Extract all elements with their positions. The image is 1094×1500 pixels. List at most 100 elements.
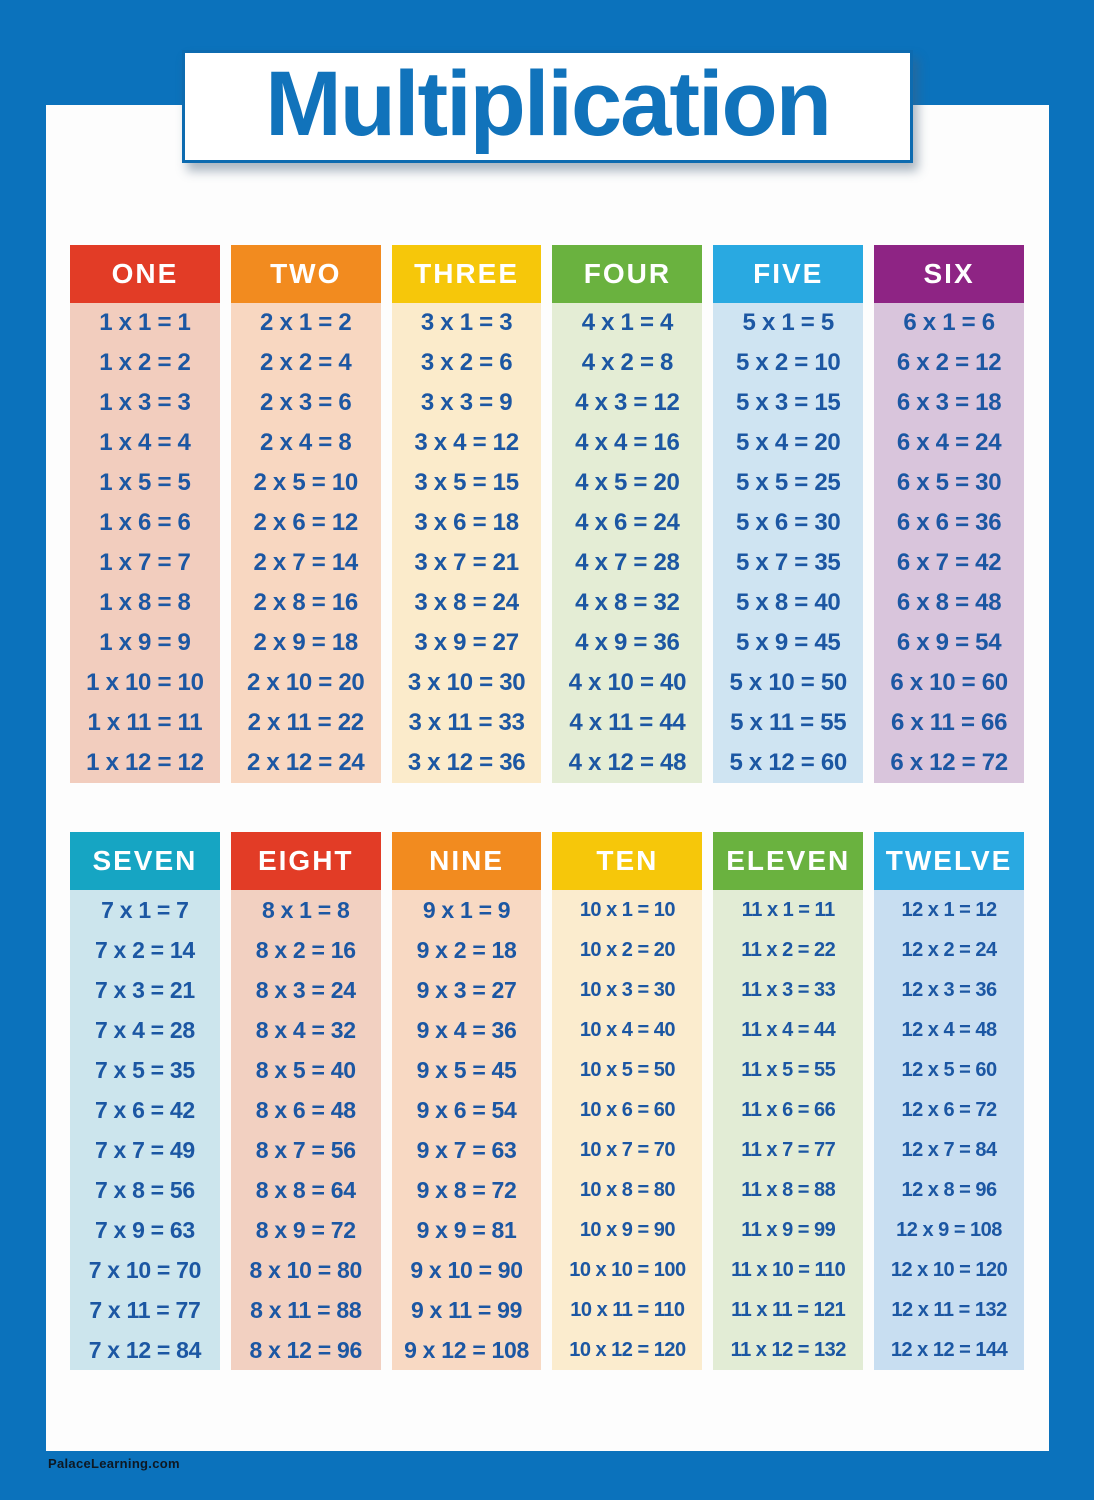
fact-line: 11 x 6 = 66 [741,1099,836,1121]
fact-line: 11 x 1 = 11 [741,899,835,921]
table-header-twelve: TWELVE [874,832,1024,890]
table-ten: TEN 10 x 1 = 10 10 x 2 = 20 10 x 3 = 30 10 x… [552,832,703,1370]
fact-line: 4 x 4 = 16 [575,429,680,456]
fact-line: 9 x 5 = 45 [416,1057,517,1083]
fact-line: 11 x 5 = 55 [741,1059,836,1081]
fact-line: 8 x 10 = 80 [249,1257,363,1283]
fact-line: 4 x 9 = 36 [575,629,680,656]
fact-line: 2 x 2 = 4 [260,349,352,376]
fact-line: 2 x 1 = 2 [260,309,352,336]
fact-line: 7 x 11 = 77 [89,1297,201,1323]
table-body-seven: 7 x 1 = 7 7 x 2 = 14 7 x 3 = 21 7 x 4 = 28 7… [70,890,220,1370]
fact-line: 8 x 9 = 72 [255,1217,356,1243]
fact-line: 10 x 12 = 120 [569,1339,686,1361]
fact-line: 1 x 4 = 4 [99,429,191,456]
fact-line: 12 x 10 = 120 [890,1259,1008,1281]
fact-line: 12 x 11 = 132 [891,1299,1007,1321]
table-header-six: SIX [874,245,1024,303]
fact-line: 4 x 7 = 28 [575,549,680,576]
fact-line: 9 x 8 = 72 [416,1177,517,1203]
table-header-eight: EIGHT [230,832,381,890]
fact-line: 5 x 11 = 55 [730,709,847,736]
fact-line: 4 x 6 = 24 [575,509,680,536]
fact-line: 4 x 2 = 8 [581,349,674,376]
table-header-one: ONE [70,245,220,303]
fact-line: 6 x 10 = 60 [890,669,1008,696]
fact-line: 4 x 8 = 32 [575,589,680,616]
fact-line: 11 x 9 = 99 [741,1219,836,1241]
fact-line: 6 x 6 = 36 [896,509,1002,536]
table-body-ten: 10 x 1 = 10 10 x 2 = 20 10 x 3 = 30 10 x 4 … [552,890,703,1370]
fact-line: 3 x 11 = 33 [408,709,525,736]
fact-line: 7 x 10 = 70 [88,1257,202,1283]
fact-line: 8 x 2 = 16 [255,937,356,963]
fact-line: 2 x 9 = 18 [253,629,359,656]
fact-line: 5 x 7 = 35 [736,549,841,576]
table-header-ten: TEN [552,832,703,890]
fact-line: 1 x 9 = 9 [99,629,191,656]
fact-line: 10 x 7 = 70 [579,1139,676,1161]
footer-credit: PalaceLearning.com [48,1456,180,1471]
fact-line: 2 x 11 = 22 [247,709,364,736]
table-header-nine: NINE [391,832,542,890]
table-eleven: ELEVEN 11 x 1 = 11 11 x 2 = 22 11 x 3 = 33 1… [713,832,864,1370]
fact-line: 3 x 3 = 9 [420,389,513,416]
table-nine: NINE 9 x 1 = 9 9 x 2 = 18 9 x 3 = 27 9 x 4 =… [391,832,542,1370]
fact-line: 10 x 9 = 90 [579,1219,676,1241]
fact-line: 7 x 12 = 84 [88,1337,202,1363]
fact-line: 8 x 3 = 24 [255,977,356,1003]
table-eight: EIGHT 8 x 1 = 8 8 x 2 = 16 8 x 3 = 24 8 x 4 … [230,832,381,1370]
fact-line: 5 x 10 = 50 [729,669,847,696]
table-header-eleven: ELEVEN [713,832,864,890]
fact-line: 5 x 3 = 15 [736,389,841,416]
fact-line: 1 x 1 = 1 [99,309,191,336]
fact-line: 12 x 7 = 84 [901,1139,997,1161]
fact-line: 11 x 3 = 33 [741,979,836,1001]
fact-line: 12 x 2 = 24 [901,939,997,961]
fact-line: 4 x 3 = 12 [575,389,680,416]
fact-line: 3 x 12 = 36 [407,749,526,776]
fact-line: 2 x 10 = 20 [247,669,365,696]
poster-title: Multiplication [265,53,832,155]
fact-line: 6 x 3 = 18 [896,389,1002,416]
table-four: FOUR 4 x 1 = 4 4 x 2 = 8 4 x 3 = 12 4 x 4 = … [552,245,703,783]
fact-line: 2 x 6 = 12 [253,509,359,536]
fact-line: 8 x 8 = 64 [255,1177,356,1203]
fact-line: 2 x 4 = 8 [260,429,352,456]
table-body-nine: 9 x 1 = 9 9 x 2 = 18 9 x 3 = 27 9 x 4 = 36 9… [391,890,542,1370]
table-header-four: FOUR [552,245,703,303]
fact-line: 5 x 4 = 20 [736,429,841,456]
fact-line: 3 x 6 = 18 [414,509,519,536]
table-three: THREE 3 x 1 = 3 3 x 2 = 6 3 x 3 = 9 3 x 4 = … [391,245,542,783]
fact-line: 12 x 4 = 48 [901,1019,997,1041]
fact-line: 6 x 1 = 6 [903,309,995,336]
fact-line: 10 x 3 = 30 [579,979,676,1001]
fact-line: 9 x 12 = 108 [404,1337,530,1363]
fact-line: 3 x 7 = 21 [414,549,519,576]
fact-line: 6 x 12 = 72 [890,749,1008,776]
fact-line: 12 x 3 = 36 [901,979,997,1001]
fact-line: 6 x 4 = 24 [896,429,1002,456]
fact-line: 11 x 8 = 88 [741,1179,836,1201]
fact-line: 2 x 8 = 16 [253,589,359,616]
fact-line: 6 x 7 = 42 [896,549,1002,576]
fact-line: 3 x 2 = 6 [420,349,513,376]
fact-line: 7 x 7 = 49 [94,1137,195,1163]
table-twelve: TWELVE 12 x 1 = 12 12 x 2 = 24 12 x 3 = 36 1… [874,832,1024,1370]
fact-line: 9 x 1 = 9 [422,897,511,923]
fact-line: 10 x 4 = 40 [579,1019,676,1041]
fact-line: 9 x 2 = 18 [416,937,517,963]
table-body-eleven: 11 x 1 = 11 11 x 2 = 22 11 x 3 = 33 11 x 4 … [713,890,864,1370]
table-six: SIX 6 x 1 = 6 6 x 2 = 12 6 x 3 = 18 6 x 4 = … [874,245,1024,783]
table-header-five: FIVE [713,245,864,303]
fact-line: 1 x 5 = 5 [99,469,191,496]
fact-line: 11 x 11 = 121 [731,1299,846,1321]
fact-line: 12 x 1 = 12 [901,899,997,921]
fact-line: 2 x 5 = 10 [253,469,359,496]
fact-line: 1 x 10 = 10 [86,669,204,696]
fact-line: 2 x 3 = 6 [260,389,352,416]
